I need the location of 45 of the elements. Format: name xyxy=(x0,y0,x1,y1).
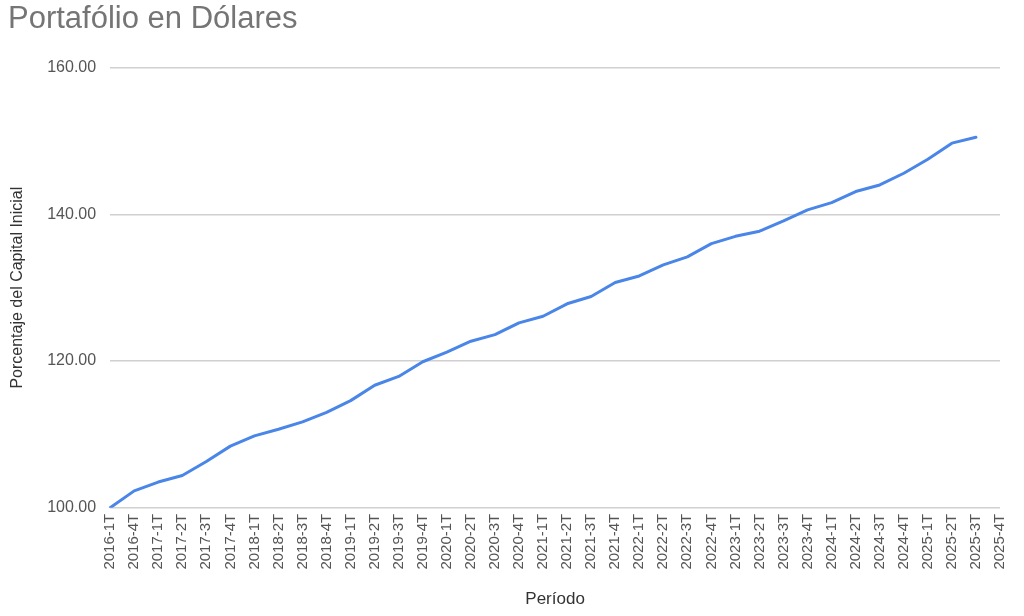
x-tick-label: 2019-1T xyxy=(340,513,358,570)
x-tick-label: 2025-4T xyxy=(990,513,1008,570)
x-tick-label: 2022-4T xyxy=(701,513,719,570)
y-tick-label: 120.00 xyxy=(47,351,97,369)
x-tick-label: 2018-1T xyxy=(244,513,262,570)
x-tick-label: 2024-3T xyxy=(869,513,887,570)
x-tick-label: 2023-3T xyxy=(773,513,791,570)
x-axis-title: Período xyxy=(525,589,585,609)
x-tick-label: 2016-4T xyxy=(124,513,142,570)
x-tick-label: 2018-2T xyxy=(268,513,286,570)
x-tick-label: 2021-1T xyxy=(533,513,551,570)
y-axis-title: Porcentaje del Capital Inicial xyxy=(8,186,26,389)
x-tick-label: 2018-3T xyxy=(292,513,310,570)
x-tick-label: 2024-2T xyxy=(845,513,863,570)
x-tick-label: 2021-4T xyxy=(605,513,623,570)
x-tick-label: 2023-1T xyxy=(725,513,743,570)
x-tick-label: 2022-1T xyxy=(629,513,647,570)
x-tick-label: 2020-4T xyxy=(509,513,527,570)
x-tick-label: 2021-3T xyxy=(581,513,599,570)
x-tick-label: 2019-3T xyxy=(388,513,406,570)
x-tick-label: 2017-2T xyxy=(172,513,190,570)
x-tick-label: 2023-2T xyxy=(749,513,767,570)
x-tick-label: 2025-1T xyxy=(917,513,935,570)
x-tick-label: 2025-3T xyxy=(966,513,984,570)
y-tick-label: 100.00 xyxy=(47,498,97,516)
x-tick-label: 2025-2T xyxy=(942,513,960,570)
x-tick-label: 2024-4T xyxy=(893,513,911,570)
x-tick-label: 2019-4T xyxy=(412,513,430,570)
x-tick-label: 2020-1T xyxy=(436,513,454,570)
x-tick-label: 2022-2T xyxy=(653,513,671,570)
x-tick-label: 2020-2T xyxy=(461,513,479,570)
x-tick-label: 2017-3T xyxy=(196,513,214,570)
x-tick-label: 2017-1T xyxy=(148,513,166,570)
x-tick-label: 2023-4T xyxy=(797,513,815,570)
x-tick-label: 2018-4T xyxy=(316,513,334,570)
x-tick-label: 2022-3T xyxy=(677,513,695,570)
x-tick-label: 2020-3T xyxy=(485,513,503,570)
x-tick-label: 2024-1T xyxy=(821,513,839,570)
y-tick-label: 160.00 xyxy=(47,58,97,76)
x-tick-label: 2021-2T xyxy=(557,513,575,570)
x-tick-label: 2017-4T xyxy=(220,513,238,570)
x-tick-label: 2019-2T xyxy=(364,513,382,570)
x-tick-label: 2016-1T xyxy=(100,513,118,570)
y-tick-label: 140.00 xyxy=(47,204,97,222)
chart-title: Portafólio en Dólares xyxy=(8,0,298,36)
